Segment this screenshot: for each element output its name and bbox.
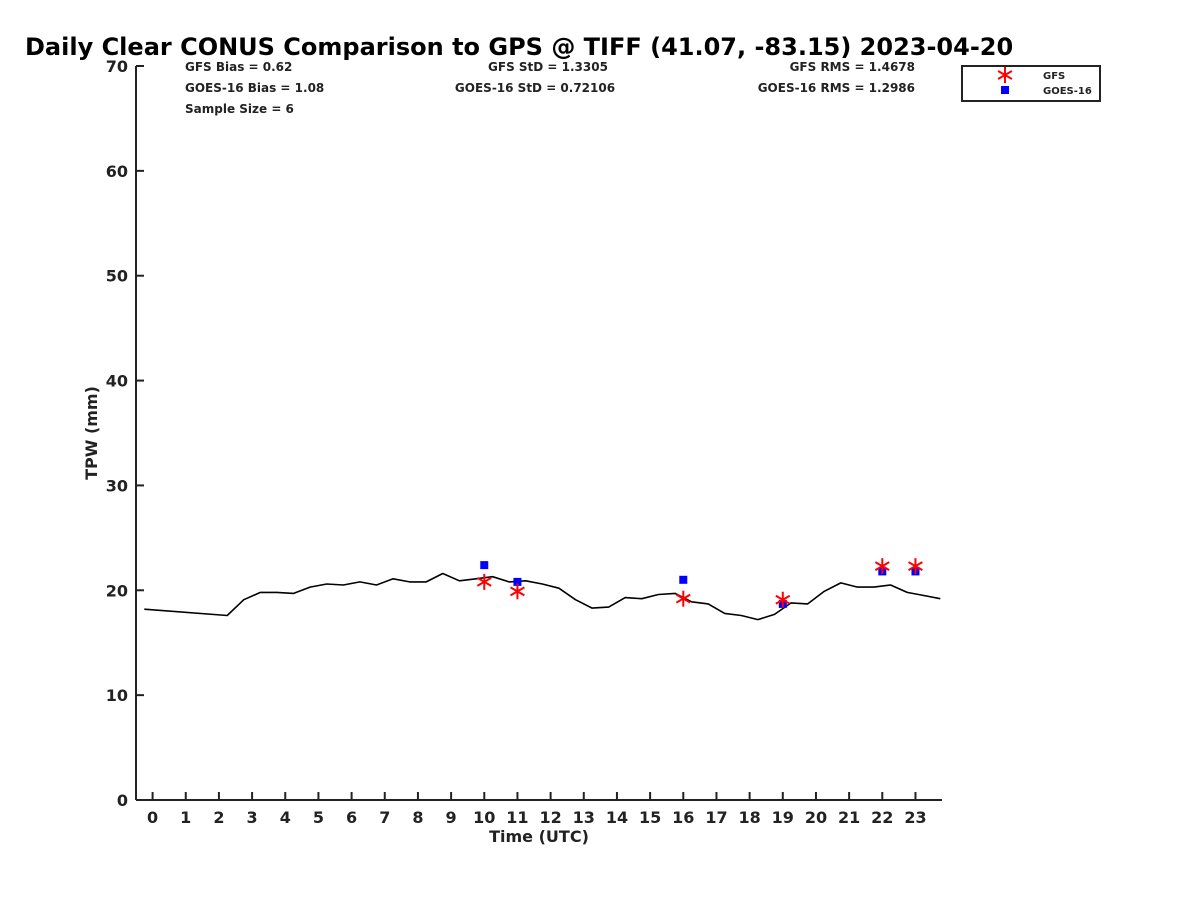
- legend-box: [961, 65, 1101, 102]
- gfs-std-stat: GFS StD = 1.3305: [488, 60, 608, 74]
- gfs-point: [675, 590, 691, 607]
- x-tick-label: 0: [147, 808, 158, 827]
- legend-gfs-label: GFS: [1043, 71, 1065, 82]
- x-tick-label: 15: [639, 808, 661, 827]
- sample-size-stat: Sample Size = 6: [185, 102, 294, 116]
- y-tick-label: 10: [106, 686, 128, 705]
- y-tick-label: 20: [106, 581, 128, 600]
- y-tick-label: 70: [106, 57, 128, 76]
- axes: [135, 66, 942, 801]
- x-tick-label: 19: [772, 808, 794, 827]
- x-tick-label: 18: [738, 808, 760, 827]
- x-tick-label: 21: [838, 808, 860, 827]
- legend-gfs-marker: [997, 67, 1013, 83]
- x-tick-label: 1: [180, 808, 191, 827]
- gfs-point: [476, 573, 492, 590]
- gps-tpw-line: [144, 572, 941, 621]
- y-tick-label: 30: [106, 476, 128, 495]
- goes-16-point: [513, 577, 522, 586]
- gfs-point: [510, 583, 525, 600]
- legend: GFS GOES-16: [961, 65, 1101, 102]
- gfs-point: [908, 558, 923, 575]
- stats-panel: GFS Bias = 0.62 GOES-16 Bias = 1.08 Samp…: [185, 60, 915, 116]
- x-ticks: 0 1 2 3 4 5 6 7 8 9 10 11 12 13 14 15 16 17 18 19 20 21 22 23: [147, 792, 927, 827]
- x-tick-label: 8: [412, 808, 423, 827]
- plot-area: [144, 558, 941, 621]
- gfs-rms-stat: GFS RMS = 1.4678: [790, 60, 915, 74]
- y-tick-label: 40: [106, 372, 128, 391]
- x-tick-label: 22: [871, 808, 893, 827]
- chart-title: Daily Clear CONUS Comparison to GPS @ TI…: [25, 33, 1013, 61]
- x-tick-label: 12: [539, 808, 561, 827]
- x-tick-label: 23: [904, 808, 926, 827]
- gfs-legend-asterisk: [997, 67, 1013, 83]
- gfs-point: [775, 591, 791, 608]
- x-tick-label: 17: [705, 808, 727, 827]
- y-tick-label: 60: [106, 162, 128, 181]
- goes-16-point: [679, 575, 688, 584]
- x-tick-label: 13: [573, 808, 595, 827]
- legend-goes-label: GOES-16: [1043, 86, 1092, 97]
- y-tick-label: 50: [106, 267, 128, 286]
- x-tick-label: 20: [805, 808, 827, 827]
- x-tick-label: 2: [213, 808, 224, 827]
- goes-rms-stat: GOES-16 RMS = 1.2986: [758, 81, 915, 95]
- goes-std-stat: GOES-16 StD = 0.72106: [455, 81, 615, 95]
- x-axis-label: Time (UTC): [489, 827, 589, 846]
- x-tick-label: 6: [346, 808, 357, 827]
- y-axis-label: TPW (mm): [82, 386, 101, 480]
- x-tick-label: 16: [672, 808, 694, 827]
- goes-16-point: [480, 561, 489, 570]
- x-tick-label: 9: [446, 808, 457, 827]
- x-tick-label: 3: [247, 808, 258, 827]
- gfs-point: [874, 558, 890, 575]
- y-tick-label: 0: [117, 791, 128, 810]
- x-tick-label: 14: [606, 808, 628, 827]
- x-tick-label: 5: [313, 808, 324, 827]
- x-tick-label: 7: [379, 808, 390, 827]
- x-tick-label: 10: [473, 808, 495, 827]
- legend-goes-marker: [1001, 86, 1009, 94]
- gfs-bias-stat: GFS Bias = 0.62: [185, 60, 292, 74]
- y-ticks: 0 10 20 30 40 50 60 70: [106, 57, 144, 810]
- x-tick-label: 11: [506, 808, 528, 827]
- x-tick-label: 4: [280, 808, 291, 827]
- goes-bias-stat: GOES-16 Bias = 1.08: [185, 81, 324, 95]
